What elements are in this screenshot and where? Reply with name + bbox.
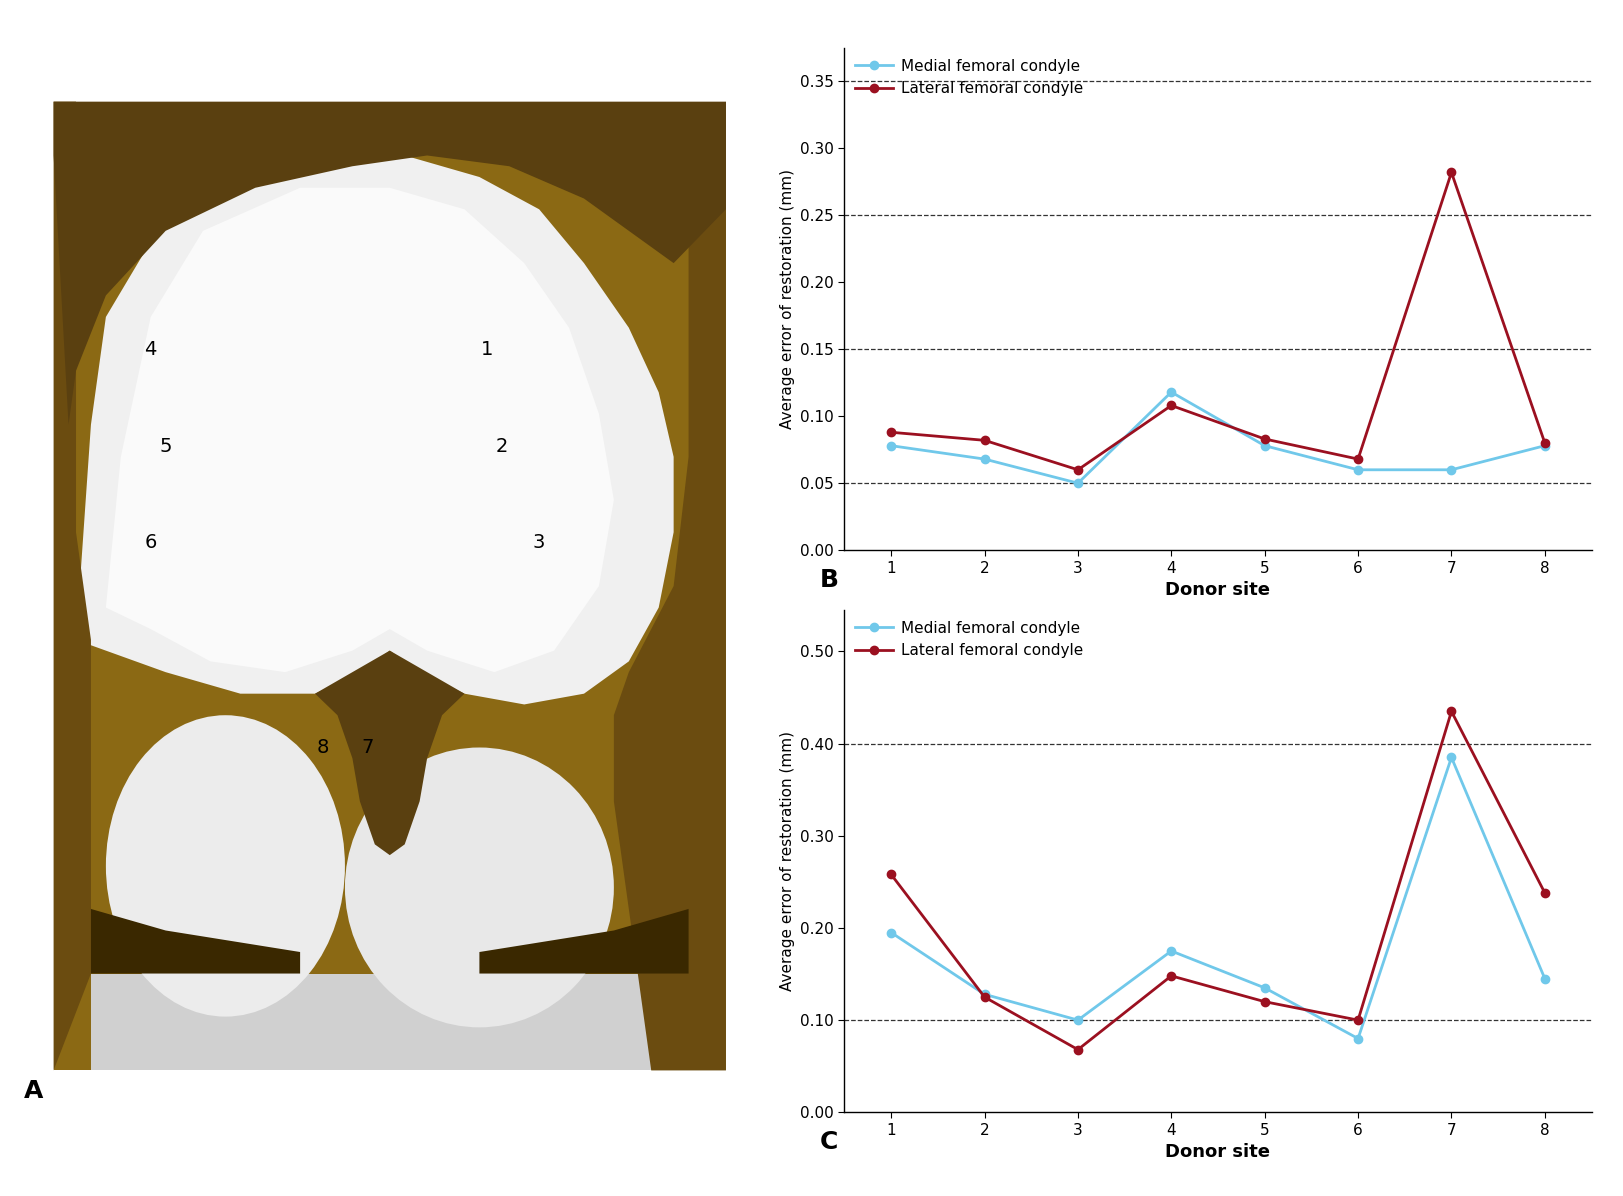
Lateral femoral condyle xyxy=(1534,886,1553,901)
Legend: Medial femoral condyle, Lateral femoral condyle: Medial femoral condyle, Lateral femoral … xyxy=(852,617,1086,661)
Text: 5: 5 xyxy=(159,437,172,456)
Medial femoral condyle xyxy=(1441,463,1461,477)
X-axis label: Donor site: Donor site xyxy=(1165,1143,1269,1161)
Medial femoral condyle xyxy=(1534,439,1553,453)
Polygon shape xyxy=(54,102,725,1070)
Medial femoral condyle xyxy=(1441,750,1461,764)
Ellipse shape xyxy=(105,715,344,1017)
Text: 4: 4 xyxy=(144,340,157,359)
Text: B: B xyxy=(820,568,839,592)
Polygon shape xyxy=(613,102,725,1070)
Text: 8: 8 xyxy=(316,738,328,757)
Medial femoral condyle xyxy=(881,439,901,453)
Lateral femoral condyle xyxy=(881,425,901,439)
Line: Lateral femoral condyle: Lateral femoral condyle xyxy=(886,707,1548,1054)
Polygon shape xyxy=(91,974,688,1070)
Lateral femoral condyle xyxy=(1160,398,1180,413)
Medial femoral condyle xyxy=(1160,385,1180,399)
Line: Medial femoral condyle: Medial femoral condyle xyxy=(886,388,1548,487)
Medial femoral condyle xyxy=(974,452,993,466)
Medial femoral condyle xyxy=(1347,1031,1367,1045)
Lateral femoral condyle xyxy=(1255,995,1274,1009)
Medial femoral condyle xyxy=(1068,476,1087,490)
Line: Lateral femoral condyle: Lateral femoral condyle xyxy=(886,169,1548,474)
Lateral femoral condyle xyxy=(1347,1013,1367,1027)
Lateral femoral condyle xyxy=(974,433,993,447)
Medial femoral condyle xyxy=(1160,944,1180,958)
Polygon shape xyxy=(479,909,688,974)
Text: C: C xyxy=(820,1130,837,1154)
Lateral femoral condyle xyxy=(974,990,993,1005)
Ellipse shape xyxy=(344,748,613,1027)
Line: Medial femoral condyle: Medial femoral condyle xyxy=(886,753,1548,1043)
Text: 2: 2 xyxy=(495,437,508,456)
Y-axis label: Average error of restoration (mm): Average error of restoration (mm) xyxy=(779,169,794,429)
Polygon shape xyxy=(54,102,725,425)
Text: 1: 1 xyxy=(480,340,493,359)
Legend: Medial femoral condyle, Lateral femoral condyle: Medial femoral condyle, Lateral femoral … xyxy=(852,55,1086,99)
Medial femoral condyle xyxy=(1347,463,1367,477)
Lateral femoral condyle xyxy=(1534,435,1553,450)
Medial femoral condyle xyxy=(1068,1013,1087,1027)
Polygon shape xyxy=(315,651,464,855)
Lateral femoral condyle xyxy=(1441,704,1461,719)
Medial femoral condyle xyxy=(1534,971,1553,986)
Text: 6: 6 xyxy=(144,533,157,553)
Text: 3: 3 xyxy=(532,533,545,553)
Text: A: A xyxy=(24,1079,44,1103)
Text: 7: 7 xyxy=(360,738,373,757)
Lateral femoral condyle xyxy=(1255,432,1274,446)
Medial femoral condyle xyxy=(881,926,901,940)
Polygon shape xyxy=(105,188,613,672)
Polygon shape xyxy=(76,155,674,704)
Lateral femoral condyle xyxy=(881,867,901,881)
Medial femoral condyle xyxy=(974,987,993,1001)
X-axis label: Donor site: Donor site xyxy=(1165,581,1269,599)
Lateral femoral condyle xyxy=(1441,165,1461,179)
Lateral femoral condyle xyxy=(1160,969,1180,983)
Y-axis label: Average error of restoration (mm): Average error of restoration (mm) xyxy=(779,731,794,991)
Lateral femoral condyle xyxy=(1068,1043,1087,1057)
Polygon shape xyxy=(91,909,300,974)
Polygon shape xyxy=(54,102,91,1070)
Lateral femoral condyle xyxy=(1347,452,1367,466)
Medial femoral condyle xyxy=(1255,981,1274,995)
Medial femoral condyle xyxy=(1255,439,1274,453)
Lateral femoral condyle xyxy=(1068,463,1087,477)
